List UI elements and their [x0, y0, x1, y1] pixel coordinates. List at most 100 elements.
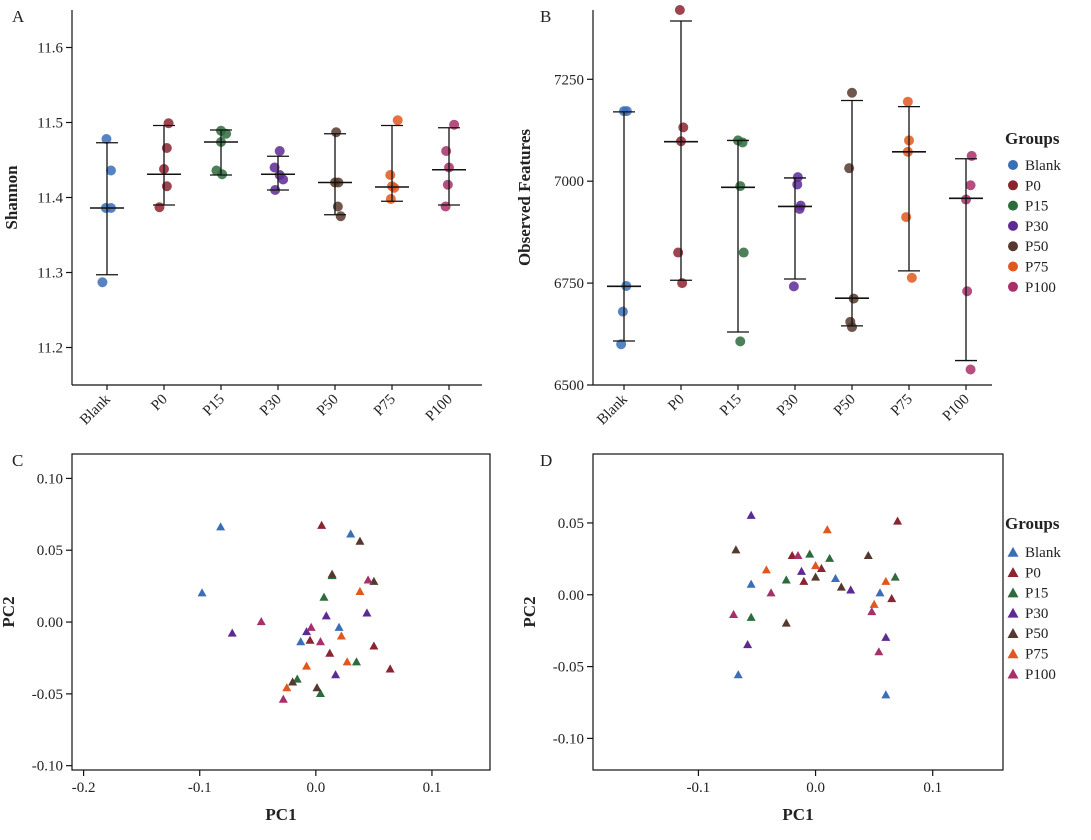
x-tick-label: 0.0 [806, 780, 825, 796]
data-point-triangle [797, 566, 807, 575]
data-point [221, 128, 232, 139]
data-point [847, 87, 857, 98]
data-point [274, 146, 285, 156]
data-point [617, 306, 628, 317]
data-point [735, 181, 746, 192]
legend-marker-circle [1008, 180, 1018, 191]
data-point-triangle [227, 628, 237, 637]
x-tick-label: 0.1 [423, 780, 442, 796]
data-point [385, 194, 396, 204]
data-point [844, 163, 855, 174]
legend-item-p50: P50 [1025, 239, 1048, 255]
data-point-triangle [369, 641, 379, 650]
data-point-triangle [881, 632, 891, 641]
y-axis-title: Shannon [2, 165, 21, 230]
data-point-triangle [761, 565, 771, 574]
data-point-triangle [766, 588, 776, 597]
legend-title: Groups [1005, 129, 1060, 148]
legend-top: Groups Blank P0 P15 P30 P50 P75 P100 [1005, 129, 1061, 296]
panel-label: B [540, 7, 551, 26]
legend-marker-circle [1008, 241, 1018, 252]
data-point [737, 137, 748, 148]
legend-marker-circle [1008, 281, 1018, 292]
legend-item-p30: P30 [1025, 219, 1048, 235]
legend-bottom: Groups Blank P0 P15 P30 P50 P75 P100 [1005, 514, 1061, 683]
data-point-triangle [874, 647, 884, 656]
data-point-triangle [881, 690, 891, 699]
data-point-triangle [793, 550, 803, 560]
panel-c: C -0.2 -0.1 0.0 0.1 -0.10 -0.05 0.00 0.05 0.10 PC1… [0, 451, 491, 824]
y-tick-label: 7000 [554, 174, 584, 190]
y-tick-label: 7250 [554, 72, 584, 88]
x-tick-label: -0.1 [687, 780, 711, 796]
x-tick-label: P15 [200, 392, 228, 420]
legend-marker-triangle [1007, 648, 1019, 659]
x-tick-label: P30 [774, 392, 802, 420]
panel-label: D [540, 451, 552, 470]
data-point-triangle [315, 637, 325, 646]
data-point-triangle [811, 572, 821, 581]
data-point [788, 281, 799, 292]
data-point-triangle [363, 575, 373, 584]
data-point [440, 201, 451, 212]
panel-label: C [12, 451, 23, 470]
data-point [335, 211, 346, 222]
data-point-triangle [305, 635, 315, 644]
data-point [735, 336, 746, 347]
data-point-triangle [816, 563, 826, 572]
x-tick-label: Blank [77, 391, 114, 428]
y-tick-label: -0.10 [32, 759, 63, 775]
x-axis-title: PC1 [782, 805, 813, 824]
legend-item-p15: P15 [1025, 199, 1048, 215]
data-point [678, 122, 689, 133]
legend-item-p0: P0 [1025, 565, 1041, 581]
data-point-triangle [325, 648, 335, 657]
data-point-triangle [355, 586, 365, 595]
data-point [965, 364, 976, 375]
data-point-triangle [321, 611, 331, 620]
data-point-triangle [362, 608, 372, 617]
data-point-triangle [867, 606, 877, 616]
legend-item-p100: P100 [1025, 280, 1056, 296]
data-point-triangle [746, 612, 756, 621]
legend-item-p30: P30 [1025, 606, 1048, 622]
data-point [674, 5, 685, 15]
data-point-triangle [306, 622, 316, 631]
data-point [962, 286, 973, 297]
x-tick-label: P100 [423, 392, 456, 425]
x-tick-label: 0.1 [923, 780, 942, 796]
data-point-triangle [799, 576, 809, 585]
y-tick-label: 6750 [554, 276, 584, 292]
data-point [269, 162, 280, 173]
data-point-triangle [197, 588, 207, 597]
y-tick-label: 11.5 [37, 116, 63, 132]
data-point-triangle [336, 631, 346, 640]
plot-frame [71, 453, 491, 771]
y-tick-label: 11.6 [37, 41, 63, 57]
data-point-triangle [805, 549, 815, 558]
x-tick-label: P0 [148, 392, 171, 415]
x-tick-label: 0.0 [306, 780, 325, 796]
data-point-triangle [315, 688, 325, 697]
data-point-triangle [334, 622, 344, 631]
data-point-triangle [317, 520, 327, 529]
data-point-triangle [342, 657, 352, 666]
data-point-triangle [781, 575, 791, 584]
x-tick-label: P50 [314, 392, 342, 420]
data-point-triangle [302, 627, 312, 636]
data-point [965, 180, 976, 191]
plot-frame [592, 453, 1004, 771]
data-point [331, 127, 342, 138]
panel-label: A [12, 7, 25, 26]
legend-item-blank: Blank [1025, 545, 1061, 561]
data-point [847, 322, 857, 333]
data-point [163, 118, 174, 129]
data-point-triangle [731, 545, 741, 554]
data-point-triangle [216, 522, 226, 531]
legend-item-blank: Blank [1025, 158, 1061, 174]
data-point [385, 170, 396, 180]
data-point-triangle [781, 618, 791, 627]
legend-marker-circle [1008, 261, 1018, 272]
data-point [795, 200, 806, 211]
legend-item-p0: P0 [1025, 178, 1041, 194]
